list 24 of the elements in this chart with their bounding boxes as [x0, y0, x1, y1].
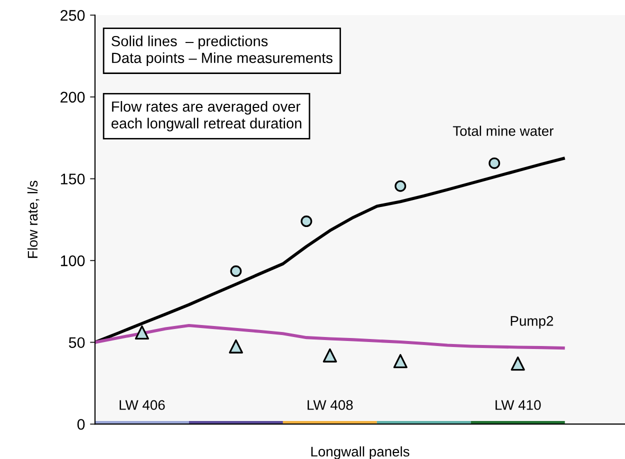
point	[228, 339, 244, 354]
series-label: Pump2	[510, 316, 554, 329]
x-axis-title: Longwall panels	[311, 446, 410, 459]
series-label: LW 410	[496, 400, 541, 410]
y-tick-label: 200	[60, 92, 85, 103]
annotation: Flow rates are averaged over each longwall retreat duration	[112, 101, 302, 132]
series-label: LW 406	[120, 400, 165, 410]
point	[393, 354, 408, 368]
y-tick-label: 0	[77, 418, 85, 430]
annotation: Solid lines – predictions Data points – Mine measurements	[112, 36, 332, 66]
point	[134, 325, 150, 340]
series-label: Total mine water	[452, 126, 554, 136]
point	[394, 180, 406, 192]
y-axis-title: Flow rate, l/s	[27, 180, 40, 258]
point	[510, 356, 525, 371]
point	[488, 157, 500, 169]
y-tick-label: 100	[60, 255, 85, 266]
y-tick-label: 50	[68, 337, 85, 348]
y-tick-label: 150	[60, 174, 85, 184]
point	[230, 265, 242, 277]
series-label: LW 408	[308, 400, 353, 410]
point	[322, 348, 337, 362]
y-tick-label: 250	[60, 10, 85, 21]
point	[300, 216, 312, 228]
